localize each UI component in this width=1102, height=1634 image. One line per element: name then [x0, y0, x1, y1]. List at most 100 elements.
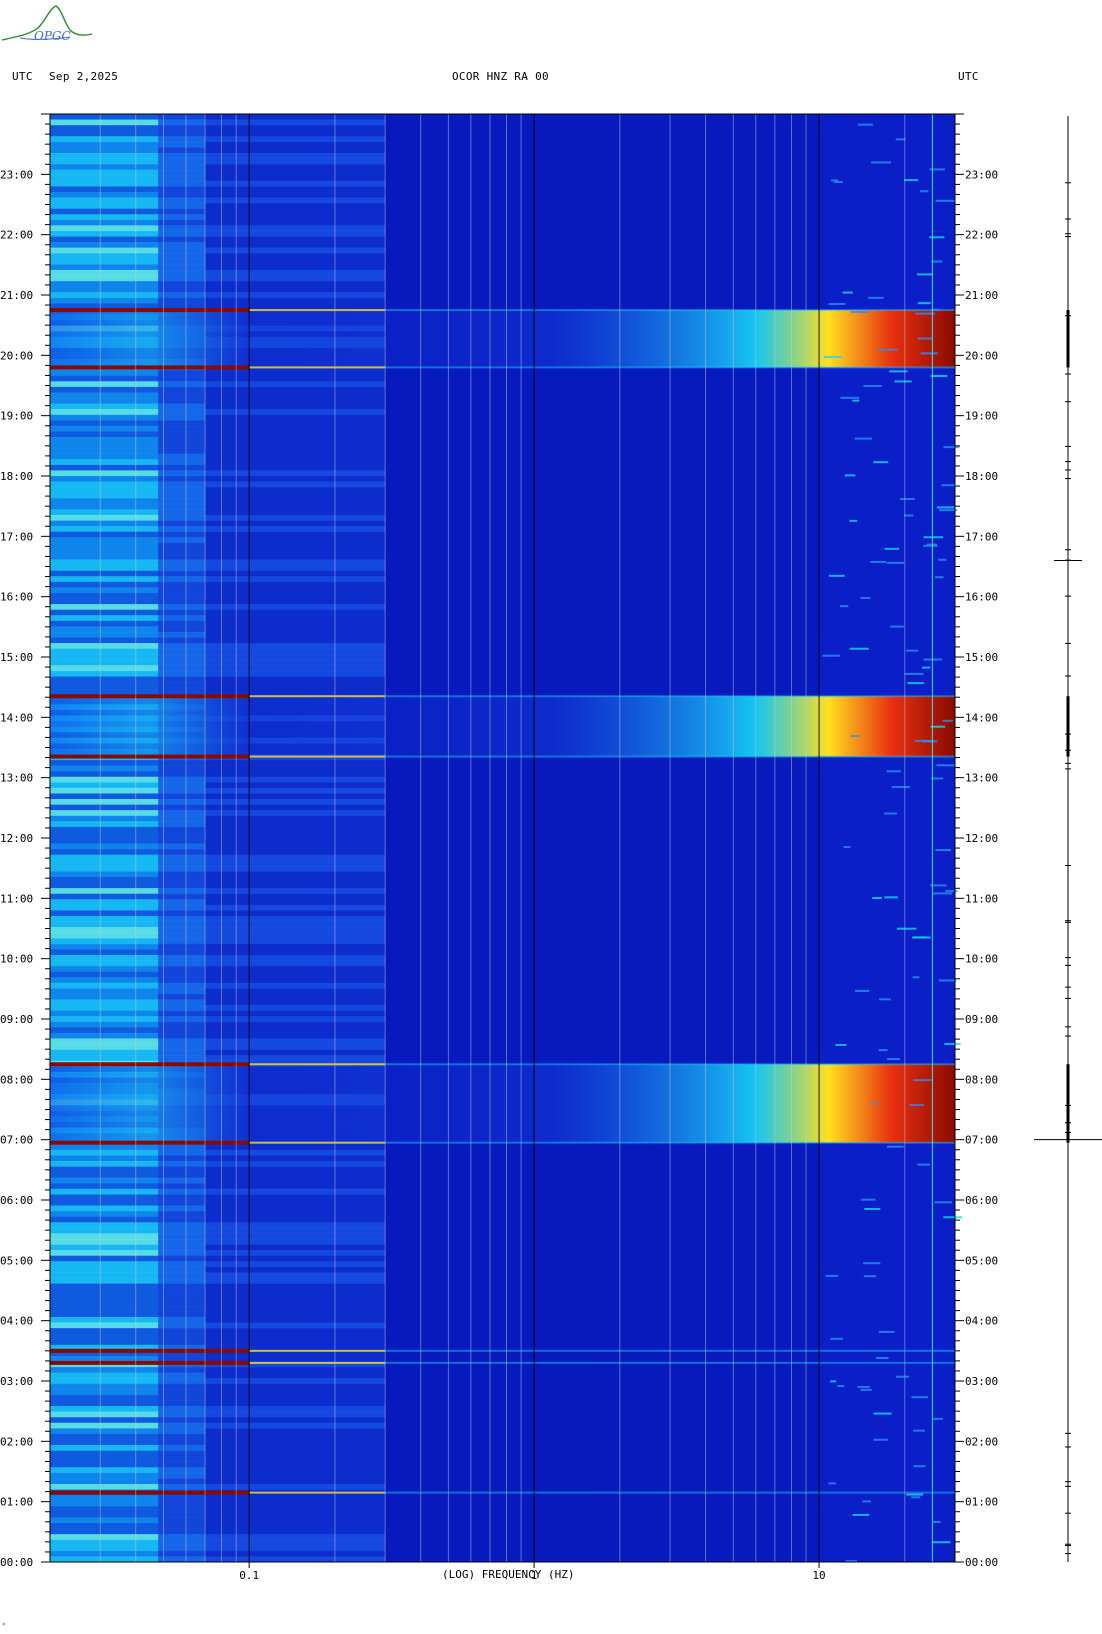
- band-stripe: [205, 164, 386, 171]
- band-stripe: [205, 999, 386, 1006]
- hf-noise-dash: [911, 1396, 928, 1399]
- low-freq-stripe: [50, 264, 159, 271]
- mid-freq-stripe: [158, 592, 206, 600]
- mid-freq-stripe: [158, 1506, 206, 1513]
- low-freq-stripe: [50, 1556, 159, 1563]
- band-stripe: [205, 988, 386, 995]
- band-stripe: [205, 1350, 386, 1357]
- mid-freq-stripe: [158, 1472, 206, 1479]
- hf-noise-dash: [884, 812, 898, 815]
- band-stripe: [205, 782, 386, 789]
- y-tick-label-right: 12:00: [965, 832, 998, 845]
- hf-noise-dash: [828, 1482, 836, 1485]
- low-freq-stripe: [50, 626, 159, 633]
- mid-freq-stripe: [158, 236, 206, 243]
- band-stripe: [205, 687, 386, 694]
- mid-freq-stripe: [158, 1322, 206, 1329]
- band-stripe: [205, 492, 386, 499]
- low-freq-stripe: [50, 414, 159, 421]
- mid-freq-stripe: [158, 1556, 206, 1563]
- mid-freq-stripe: [158, 1021, 206, 1028]
- low-freq-stripe: [50, 1339, 159, 1346]
- low-freq-stripe: [50, 1032, 159, 1039]
- low-freq-stripe: [50, 431, 159, 438]
- band-stripe: [205, 219, 386, 226]
- low-freq-line-tail-2: [249, 1361, 386, 1364]
- hf-noise-dash: [878, 1330, 895, 1333]
- band-stripe: [205, 1222, 386, 1229]
- hf-noise-dash: [922, 666, 931, 669]
- band-stripe: [205, 804, 386, 811]
- band-stripe: [205, 1255, 386, 1262]
- hf-noise-dash: [842, 291, 853, 294]
- hf-noise-dash: [870, 560, 887, 563]
- mid-freq-stripe: [158, 1428, 206, 1435]
- low-freq-stripe: [50, 804, 159, 811]
- hf-noise-dash: [929, 168, 945, 171]
- band-stripe: [205, 966, 386, 973]
- low-freq-stripe: [50, 927, 159, 934]
- low-freq-stripe: [50, 1367, 159, 1374]
- mid-freq-stripe: [158, 158, 206, 165]
- mid-freq-stripe: [158, 197, 206, 204]
- band-stripe: [205, 971, 386, 978]
- band-stripe: [205, 676, 386, 683]
- band-stripe: [205, 843, 386, 850]
- hf-noise-dash: [834, 181, 843, 184]
- mid-freq-stripe: [158, 1272, 206, 1279]
- mid-freq-stripe: [158, 1027, 206, 1034]
- band-stripe: [205, 1500, 386, 1507]
- mid-freq-stripe: [158, 1417, 206, 1424]
- band-stripe: [205, 258, 386, 265]
- band-stripe: [205, 1445, 386, 1452]
- band-stripe: [205, 1194, 386, 1201]
- low-freq-stripe: [50, 141, 159, 148]
- mid-freq-stripe: [158, 1294, 206, 1301]
- band-stripe: [205, 604, 386, 611]
- low-freq-stripe: [50, 1517, 159, 1524]
- mid-freq-stripe: [158, 1350, 206, 1357]
- hf-noise-dash: [875, 1357, 889, 1360]
- hf-noise-dash: [863, 1262, 881, 1265]
- mid-freq-stripe: [158, 676, 206, 683]
- low-freq-stripe: [50, 269, 159, 277]
- mid-freq-stripe: [158, 782, 206, 789]
- low-freq-stripe: [50, 197, 159, 204]
- band-stripe: [205, 1550, 386, 1557]
- low-freq-stripe: [50, 1177, 159, 1184]
- low-freq-stripe: [50, 303, 159, 310]
- mid-freq-stripe: [158, 793, 206, 800]
- hf-noise-dash: [889, 370, 908, 373]
- mid-freq-stripe: [158, 1032, 206, 1039]
- mid-freq-stripe: [158, 977, 206, 984]
- hf-noise-dash: [871, 161, 892, 164]
- band-stripe: [205, 303, 386, 310]
- band-stripe: [205, 620, 386, 627]
- y-tick-label-right: 17:00: [965, 530, 998, 543]
- x-axis-title: (LOG) FREQUENCY (HZ): [442, 1568, 575, 1581]
- low-freq-line-tail-3: [249, 1349, 386, 1352]
- mid-freq-stripe: [158, 392, 206, 399]
- mid-freq-stripe: [158, 665, 206, 672]
- low-freq-stripe: [50, 464, 159, 471]
- hf-noise-dash: [840, 396, 860, 399]
- low-freq-stripe: [50, 1428, 159, 1435]
- low-freq-stripe: [50, 453, 159, 460]
- band-stripe: [205, 1433, 386, 1440]
- hf-noise-dash: [909, 1104, 924, 1107]
- mid-freq-stripe: [158, 542, 206, 549]
- low-freq-stripe: [50, 1467, 159, 1474]
- band-stripe: [205, 269, 386, 277]
- hf-noise-dash: [863, 1275, 877, 1278]
- band-stripe: [205, 481, 386, 488]
- low-freq-stripe: [50, 1211, 159, 1218]
- low-freq-line-2: [50, 1360, 250, 1365]
- hf-noise-dash: [917, 337, 932, 340]
- low-freq-stripe: [50, 403, 159, 410]
- hf-noise-dash: [849, 647, 869, 650]
- low-freq-stripe: [50, 297, 159, 304]
- low-freq-line-tail-8: [249, 366, 386, 369]
- mid-freq-stripe: [158, 1205, 206, 1212]
- band-stripe: [205, 648, 386, 655]
